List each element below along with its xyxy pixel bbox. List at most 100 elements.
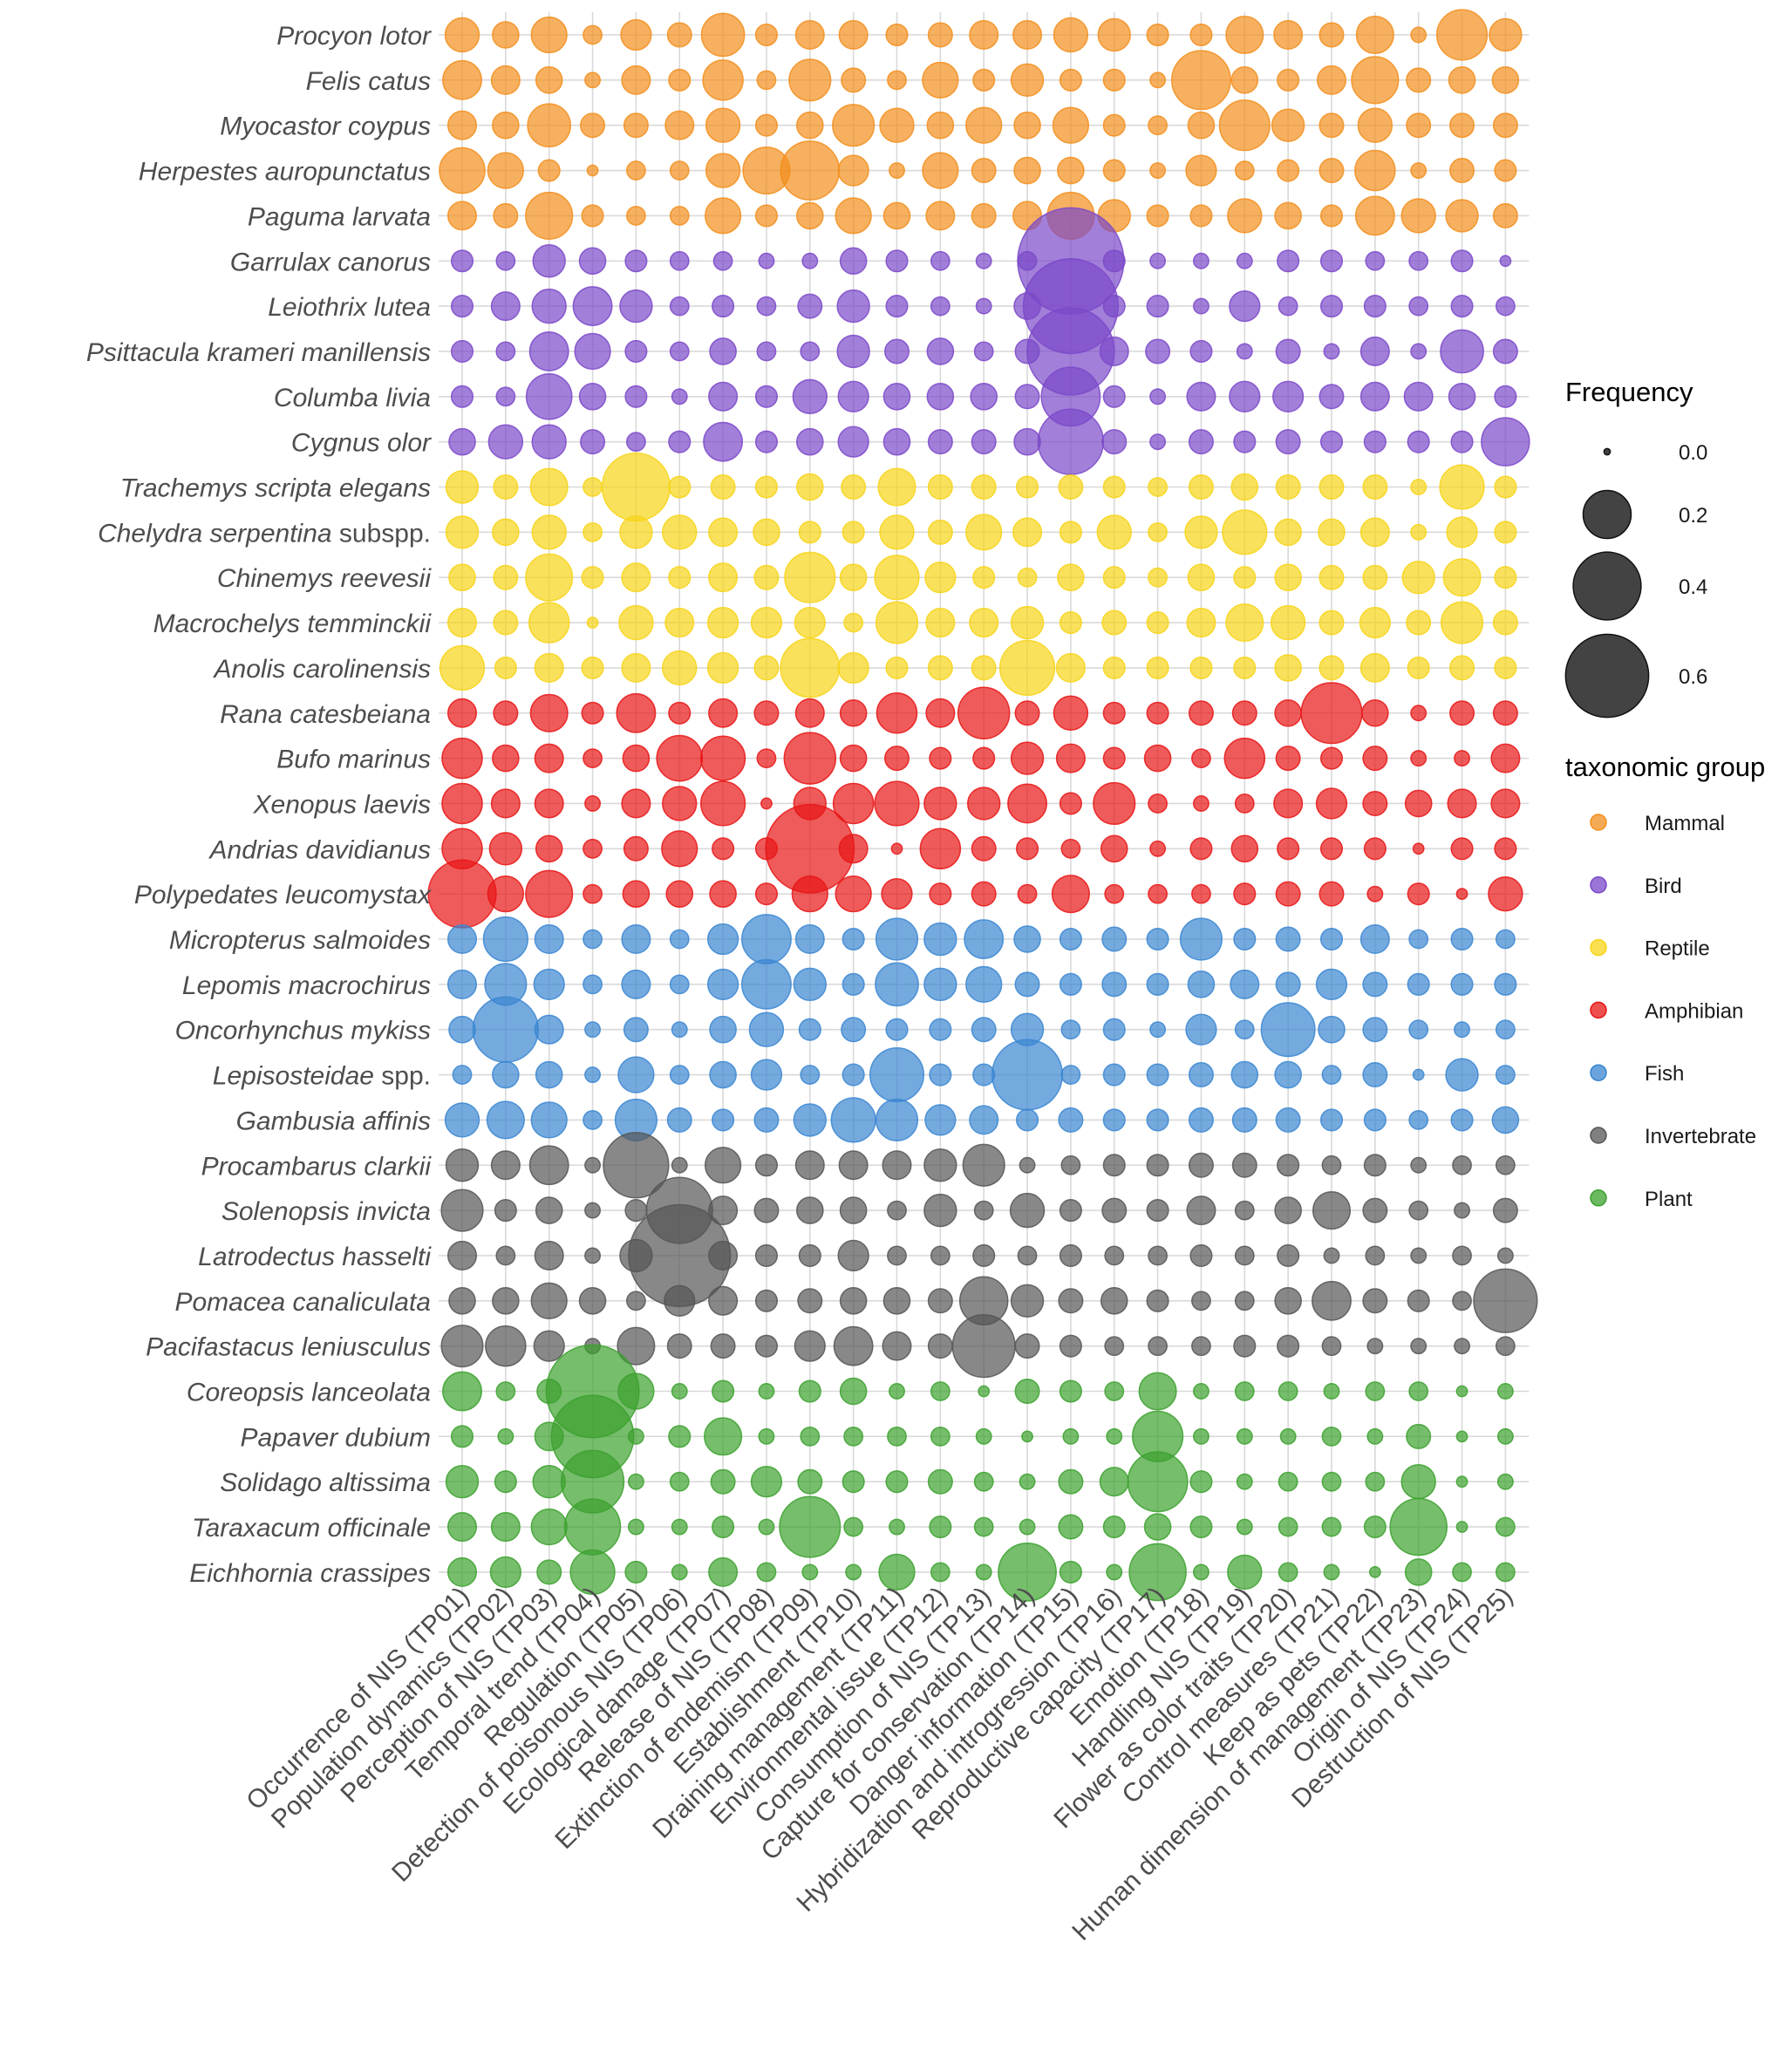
bubble-point [1146,927,1169,951]
bubble-point [797,1468,823,1495]
bubble-point [930,1245,951,1266]
bubble-point [1017,1245,1038,1266]
bubble-point [528,602,570,644]
bubble-point [700,12,746,58]
bubble-point [709,880,737,908]
bubble-point [1494,521,1517,544]
bubble-point [712,1108,735,1132]
bubble-point [1099,1467,1129,1497]
bubble-point [1389,1497,1448,1557]
bubble-point [534,743,564,773]
bubble-point [1449,112,1475,139]
bubble-point [1278,1562,1298,1583]
bubble-point [669,341,690,362]
bubble-point [1275,926,1301,952]
bubble-point [1452,1291,1472,1311]
bubble-point [841,1017,867,1043]
bubble-point [492,1286,520,1315]
bubble-point [1354,195,1395,236]
bubble-point [1146,1108,1169,1132]
bubble-point [662,786,698,821]
y-tick-label: Pomacea canaliculata [174,1288,431,1317]
bubble-point [832,782,875,825]
bubble-point [708,1195,739,1226]
bubble-point [446,1240,478,1270]
y-tick-label: Eichhornia crassipes [189,1559,431,1588]
bubble-point [1359,381,1390,412]
bubble-point [1491,66,1520,94]
bubble-point [756,748,777,768]
bubble-point [1319,430,1344,453]
bubble-point [1274,654,1302,682]
legend-color-label: Bird [1645,875,1682,898]
bubble-point [841,1470,865,1494]
bubble-point [1448,66,1476,94]
bubble-point [889,1383,905,1400]
bubble-point [754,1154,779,1177]
bubble-point [1171,50,1231,111]
bubble-point [446,969,478,999]
bubble-point [845,1563,862,1581]
bubble-point [1275,1107,1301,1133]
bubble-point [626,206,646,226]
bubble-point [529,693,569,732]
bubble-point [532,1465,566,1499]
y-tick-label: Felis catus [306,67,431,96]
legend-color-swatch [1590,1189,1607,1207]
bubble-point [581,204,604,228]
bubble-point [836,289,870,324]
bubble-point [495,1245,516,1266]
bubble-point [1407,430,1430,453]
bubble-point [1149,162,1167,180]
bubble-point [445,515,480,549]
bubble-point [1146,1063,1169,1086]
bubble-point [1059,792,1082,815]
y-tick-label: Myocastor coypus [220,112,431,141]
bubble-point [839,744,868,773]
bubble-point [930,296,951,317]
bubble-point [705,107,741,143]
bubble-point [1148,567,1168,588]
bubble-point [624,339,648,364]
bubble-point [1455,1475,1468,1488]
bubble-point [1316,65,1347,95]
bubble-point [572,286,613,327]
bubble-point [1408,1110,1429,1130]
y-tick-label: Herpestes auropunctatus [139,158,431,187]
bubble-point [795,427,824,456]
bubble-point [1321,1471,1342,1492]
bubble-point [492,744,520,773]
bubble-point [621,562,651,593]
bubble-point [583,521,603,542]
y-tick-label: Leiothrix lutea [268,293,431,322]
bubble-point [919,828,962,870]
legend-size-circle [1572,551,1642,621]
bubble-point [927,1468,953,1495]
bubble-point [801,252,819,269]
bubble-point [1450,430,1474,453]
bubble-point [1492,610,1518,636]
bubble-point [1277,1334,1300,1358]
bubble-point [1366,885,1384,903]
bubble-point [1319,1108,1344,1132]
bubble-point [492,1060,520,1089]
bubble-point [1013,156,1041,185]
bubble-point [1009,1192,1046,1229]
bubble-point [887,70,907,91]
bubble-point [1179,917,1223,961]
bubble-point [531,514,567,550]
bubble-point [839,1196,868,1224]
bubble-point [788,58,832,102]
bubble-point [1019,1156,1036,1174]
bubble-point [706,923,739,956]
bubble-point [1230,473,1259,501]
bubble-point [1099,336,1129,366]
bubble-point [922,152,959,189]
bubble-point [927,474,953,500]
bubble-point [1148,1245,1168,1266]
bubble-point [1410,523,1427,541]
bubble-point [1318,881,1345,907]
bubble-point [1274,1286,1302,1315]
bubble-point [583,477,603,497]
bubble-point [583,748,603,768]
